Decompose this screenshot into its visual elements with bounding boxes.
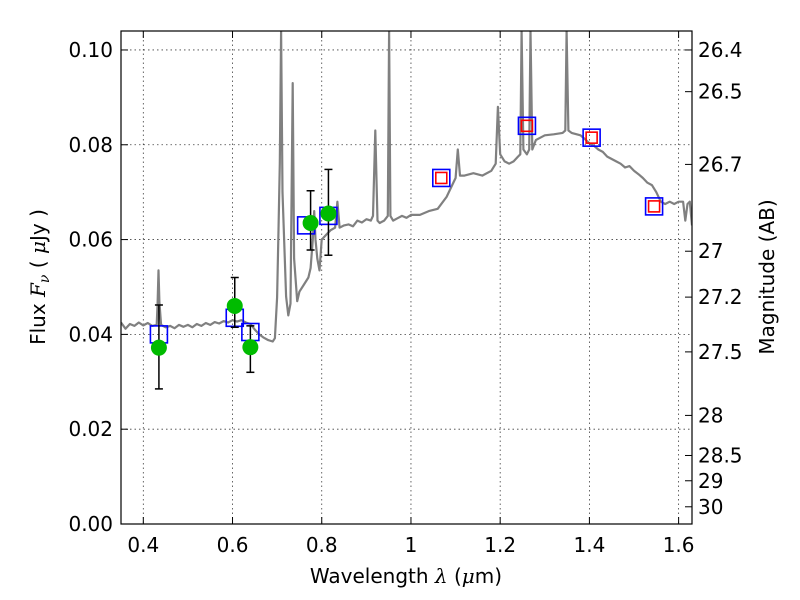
x-tick-label: 1.2: [484, 533, 516, 557]
y2-tick-label: 27.5: [698, 340, 743, 364]
observed-flux-green-circle: [320, 205, 337, 222]
tick-layer: 0.4 0.6 0.8 1 1.2 1.4 1.6 0.00 0.02 0.04 0.06 0.08 0…: [68, 31, 743, 557]
sed-model-line: [121, 31, 692, 343]
model-flux-blue-square: [644, 197, 664, 216]
observed-flux-red-square: [520, 119, 534, 133]
y-tick-label: 0.00: [68, 512, 113, 536]
y2-axis-title: Magnitude (AB): [755, 199, 779, 354]
observed-flux-red-square: [647, 200, 661, 213]
plot-frame: [120, 30, 693, 525]
model-flux-blue-square: [431, 168, 451, 188]
y-tick-label: 0.08: [68, 133, 113, 157]
observed-flux-green-circle: [150, 339, 167, 356]
observed-flux-green-circle: [302, 214, 319, 231]
grid-layer: [121, 31, 692, 525]
x-tick-label: 0.4: [127, 533, 159, 557]
observed-flux-green-circle: [226, 297, 243, 314]
y2-tick-label: 30: [698, 495, 723, 519]
y-tick-label: 0.06: [68, 228, 113, 252]
x-tick-label: 1.4: [573, 533, 605, 557]
x-tick-label: 1: [405, 533, 418, 557]
x-tick-label: 0.8: [306, 533, 338, 557]
y2-tick-label: 27.2: [698, 285, 743, 309]
x-axis-title: Wavelength λ (μm): [310, 564, 502, 588]
x-tick-label: 0.6: [217, 533, 249, 557]
y-tick-label: 0.02: [68, 417, 113, 441]
observed-flux-red-square: [434, 171, 448, 185]
series-layer: [121, 31, 692, 390]
y-tick-label: 0.10: [68, 38, 113, 62]
observed-flux-green-circle: [242, 339, 259, 356]
model-flux-blue-square: [517, 116, 537, 136]
y-axis-title: Flux Fν ( μJy ): [26, 209, 53, 345]
y2-tick-label: 26.7: [698, 152, 743, 176]
x-tick-label: 1.6: [663, 533, 695, 557]
model-flux-blue-square: [582, 128, 601, 147]
y2-tick-label: 28.5: [698, 443, 743, 467]
y-tick-label: 0.04: [68, 322, 113, 346]
y2-tick-label: 26.4: [698, 38, 743, 62]
observed-flux-red-square: [585, 131, 598, 144]
y2-tick-label: 29: [698, 469, 723, 493]
y2-tick-label: 27: [698, 239, 723, 263]
y2-tick-label: 26.5: [698, 80, 743, 104]
y2-tick-label: 28: [698, 403, 723, 427]
